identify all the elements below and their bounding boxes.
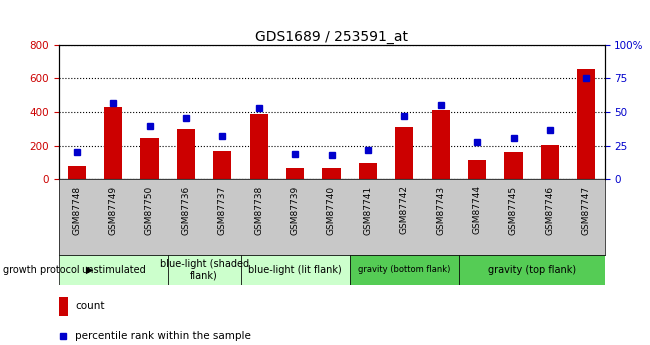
Bar [286,168,304,179]
Bar [350,255,459,285]
Bar [104,107,122,179]
Bar [58,297,68,316]
Text: blue-light (shaded
flank): blue-light (shaded flank) [159,259,249,281]
Text: growth protocol  ▶: growth protocol ▶ [3,265,94,275]
Text: GSM87750: GSM87750 [145,186,154,235]
Bar [432,110,450,179]
Text: gravity (bottom flank): gravity (bottom flank) [358,265,450,275]
Text: GSM87740: GSM87740 [327,186,336,235]
Text: percentile rank within the sample: percentile rank within the sample [75,331,251,341]
Title: GDS1689 / 253591_at: GDS1689 / 253591_at [255,30,408,44]
Text: GSM87737: GSM87737 [218,186,227,235]
Text: GSM87743: GSM87743 [436,186,445,235]
Text: gravity (top flank): gravity (top flank) [488,265,576,275]
Bar [359,164,377,179]
Text: count: count [75,302,105,312]
Bar [504,152,523,179]
Bar [395,127,413,179]
Text: GSM87746: GSM87746 [545,186,554,235]
Bar [140,138,159,179]
Bar [168,255,240,285]
Bar [58,255,168,285]
Text: GSM87738: GSM87738 [254,186,263,235]
Text: GSM87749: GSM87749 [109,186,118,235]
Bar [459,255,604,285]
Text: blue-light (lit flank): blue-light (lit flank) [248,265,342,275]
Bar [250,114,268,179]
Text: GSM87741: GSM87741 [363,186,372,235]
Bar [541,145,559,179]
Bar [577,69,595,179]
Text: GSM87747: GSM87747 [582,186,591,235]
Text: GSM87748: GSM87748 [72,186,81,235]
Bar [213,151,231,179]
Text: GSM87736: GSM87736 [181,186,190,235]
Text: GSM87742: GSM87742 [400,186,409,235]
Text: GSM87744: GSM87744 [473,186,482,235]
Bar [468,160,486,179]
Text: GSM87739: GSM87739 [291,186,300,235]
Bar [322,168,341,179]
Text: GSM87745: GSM87745 [509,186,518,235]
Bar [68,166,86,179]
Text: unstimulated: unstimulated [81,265,146,275]
Bar [240,255,350,285]
Bar [177,129,195,179]
